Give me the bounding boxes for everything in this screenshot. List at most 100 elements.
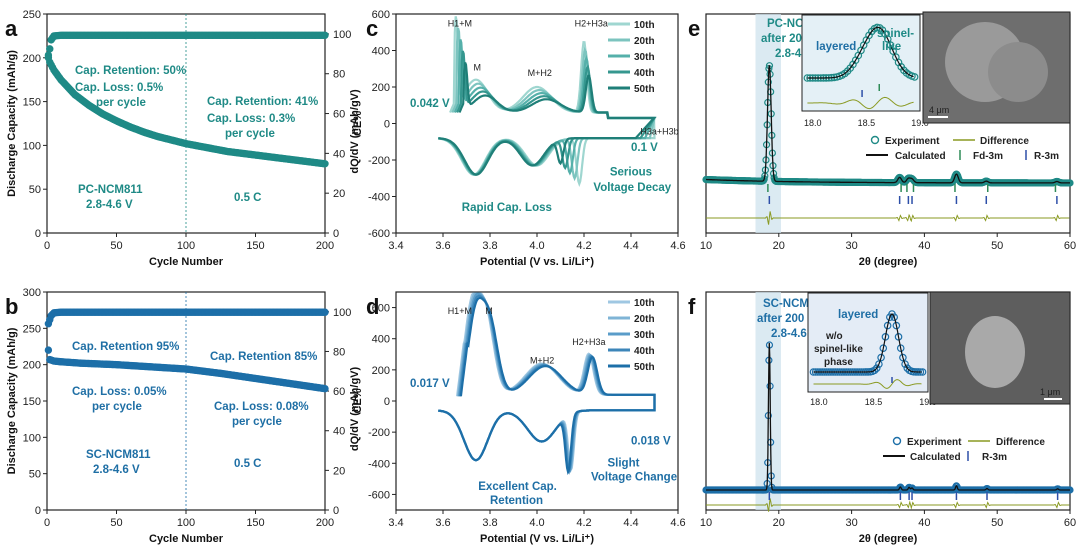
y-tick-label: 200 bbox=[372, 82, 390, 94]
x-tick-label: 30 bbox=[845, 517, 857, 529]
x-tick-label: 4.2 bbox=[576, 517, 591, 529]
panel-label-c: c bbox=[366, 16, 378, 41]
x-tick-label: 60 bbox=[1064, 517, 1076, 529]
y-tick-label: -600 bbox=[368, 228, 390, 240]
y-tick-label: 0 bbox=[384, 396, 390, 408]
annotation-left-loss: Cap. Loss: 0.05% bbox=[72, 386, 167, 398]
y2-axis-label: CE% bbox=[352, 388, 364, 413]
legend-label-40th: 40th bbox=[634, 68, 655, 79]
y-tick-label: 100 bbox=[23, 432, 41, 444]
x-axis-label: Cycle Number bbox=[149, 256, 224, 268]
annotation-shift-2: 0.1 V bbox=[631, 142, 658, 154]
y-tick-label: 100 bbox=[23, 140, 41, 152]
annotation-voltage: 2.8-4.6 V bbox=[86, 199, 133, 211]
y-axis-label: dQ/dV (mAh/gV) bbox=[349, 89, 361, 174]
annotation-left-loss-2: per cycle bbox=[92, 401, 142, 413]
inset-calculated-curve bbox=[813, 313, 922, 373]
inset-difference-curve bbox=[807, 96, 914, 110]
y2-tick-label: 100 bbox=[333, 29, 351, 41]
legend-r3m: R-3m bbox=[1034, 151, 1059, 162]
legend-label-10th: 10th bbox=[634, 20, 655, 31]
y2-tick-label: 40 bbox=[333, 148, 345, 160]
annotation-left-retention: Cap. Retention: 50% bbox=[75, 65, 186, 77]
inset-experiment-point bbox=[890, 313, 898, 321]
legend-calculated: Calculated bbox=[910, 452, 961, 463]
inset-label-layered: layered bbox=[838, 309, 878, 321]
inset-experiment-point bbox=[899, 353, 907, 362]
legend-label-20th: 20th bbox=[634, 36, 655, 47]
annotation-voltage: 2.8-4.6 V bbox=[93, 464, 140, 476]
capacity-series-a bbox=[44, 51, 329, 168]
capacity-series-b bbox=[44, 346, 329, 393]
y2-tick-label: 0 bbox=[333, 228, 339, 240]
annotation-shift-2: 0.018 V bbox=[631, 436, 671, 448]
sem-particle bbox=[965, 316, 1025, 388]
y-tick-label: 400 bbox=[372, 46, 390, 58]
difference-curve bbox=[706, 211, 1070, 225]
annotation-shift: 0.017 V bbox=[410, 378, 450, 390]
scale-bar-label: 4 μm bbox=[929, 105, 949, 115]
panel-label-b: b bbox=[5, 294, 18, 319]
y-tick-label: 250 bbox=[23, 9, 41, 21]
annotation-rate: 0.5 C bbox=[234, 192, 262, 204]
y-tick-label: 0 bbox=[35, 505, 41, 517]
inset-x-tick-label: 19.0 bbox=[911, 118, 929, 128]
annotation-voltage-change: Voltage Change bbox=[591, 471, 677, 483]
legend-difference: Difference bbox=[996, 437, 1045, 448]
x-tick-label: 4.0 bbox=[529, 240, 544, 252]
inset-x-tick-label: 18.5 bbox=[865, 397, 883, 407]
inset-label-phase: phase bbox=[824, 357, 853, 368]
legend-experiment: Experiment bbox=[907, 437, 962, 448]
x-tick-label: 4.4 bbox=[623, 240, 638, 252]
inset-label-spinel-like: spinel-like bbox=[814, 344, 863, 355]
annotation-right-loss: Cap. Loss: 0.08% bbox=[214, 401, 309, 413]
peak-label-h1m: H1+M bbox=[448, 306, 472, 316]
y2-axis-label: CE% bbox=[352, 111, 364, 136]
inset-experiment-point bbox=[883, 321, 892, 330]
annotation-cap-retention: Excellent Cap. bbox=[478, 481, 557, 493]
inset-experiment-point bbox=[886, 41, 895, 49]
annotation-left-loss: Cap. Loss: 0.5% bbox=[75, 82, 163, 94]
x-tick-label: 4.0 bbox=[529, 517, 544, 529]
annotation-slight: Slight bbox=[608, 457, 640, 469]
inset-experiment-point bbox=[870, 366, 879, 375]
x-axis-label: Potential (V vs. Li/Li⁺) bbox=[480, 533, 594, 545]
peak-label-h3ah3b: H3a+H3b bbox=[640, 126, 678, 136]
y-tick-label: -400 bbox=[368, 192, 390, 204]
annotation-right-retention: Cap. Retention 85% bbox=[210, 351, 317, 363]
x-tick-label: 4.6 bbox=[670, 240, 685, 252]
legend-label-20th: 20th bbox=[634, 314, 655, 325]
annotation-capacity-loss: Rapid Cap. Loss bbox=[462, 202, 552, 214]
inset-label-like: like bbox=[882, 41, 901, 53]
annotation-decay: Serious bbox=[610, 167, 652, 179]
sem-particle-2 bbox=[988, 42, 1048, 102]
x-axis-label: Cycle Number bbox=[149, 533, 224, 545]
x-tick-label: 0 bbox=[44, 517, 50, 529]
x-tick-label: 3.6 bbox=[435, 240, 450, 252]
legend-fd3m: Fd-3m bbox=[973, 151, 1003, 162]
annotation-decay-2: Voltage Decay bbox=[593, 182, 671, 194]
panel-label-f: f bbox=[688, 294, 696, 319]
x-tick-label: 60 bbox=[1064, 240, 1076, 252]
y-tick-label: 50 bbox=[29, 469, 41, 481]
inset-zoom-frame bbox=[801, 14, 921, 112]
inset-calculated-curve bbox=[807, 26, 914, 79]
x-tick-label: 3.8 bbox=[482, 240, 497, 252]
peak-label-mh2: M+H2 bbox=[530, 356, 554, 366]
y2-tick-label: 40 bbox=[333, 426, 345, 438]
inset-experiment-point bbox=[889, 47, 897, 55]
y-tick-label: 600 bbox=[372, 9, 390, 21]
x-tick-label: 40 bbox=[918, 240, 930, 252]
y2-tick-label: 20 bbox=[333, 188, 345, 200]
annotation-shift: 0.042 V bbox=[410, 98, 450, 110]
dqdv-curve bbox=[438, 296, 656, 476]
inset-x-tick-label: 18.0 bbox=[804, 118, 822, 128]
x-tick-label: 3.8 bbox=[482, 517, 497, 529]
inset-label-spinel: spinel- bbox=[877, 28, 914, 40]
difference-curve bbox=[706, 498, 1070, 512]
legend-r3m: R-3m bbox=[982, 452, 1007, 463]
y2-tick-label: 20 bbox=[333, 465, 345, 477]
x-tick-label: 10 bbox=[700, 517, 712, 529]
peak-label-m: M bbox=[474, 63, 482, 73]
